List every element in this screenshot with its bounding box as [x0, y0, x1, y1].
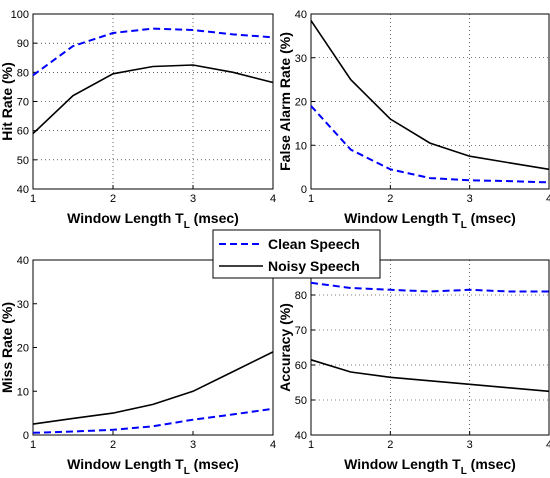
y-tick-label: 30 [17, 299, 29, 311]
x-tick-label: 4 [270, 193, 276, 205]
x-tick-label: 4 [546, 439, 550, 451]
y-tick-label: 40 [17, 184, 29, 196]
y-tick-label: 90 [17, 38, 29, 50]
y-tick-label: 20 [295, 97, 307, 109]
x-tick-label: 3 [190, 193, 196, 205]
plot-frame [32, 259, 274, 436]
y-tick-label: 70 [17, 97, 29, 109]
y-tick-label: 0 [301, 184, 307, 196]
y-tick-label: 30 [295, 53, 307, 65]
y-tick-label: 40 [295, 430, 307, 442]
y-tick-label: 50 [295, 395, 307, 407]
x-tick-label: 4 [270, 439, 276, 451]
x-tick-label: 3 [467, 439, 473, 451]
x-axis-label: Window Length TL (msec) [344, 210, 516, 231]
x-axis-label: Window Length TL (msec) [67, 210, 239, 231]
y-tick-label: 50 [17, 155, 29, 167]
x-tick-label: 2 [387, 193, 393, 205]
legend-label-noisy: Noisy Speech [268, 258, 360, 274]
x-tick-label: 2 [110, 439, 116, 451]
x-tick-label: 3 [190, 439, 196, 451]
y-tick-label: 80 [295, 290, 307, 302]
legend: Clean Speech Noisy Speech [212, 229, 381, 279]
y-tick-label: 70 [295, 325, 307, 337]
x-tick-label: 2 [110, 193, 116, 205]
x-tick-label: 2 [387, 439, 393, 451]
y-tick-label: 10 [295, 140, 307, 152]
x-axis-label: Window Length TL (msec) [67, 456, 239, 477]
y-tick-label: 80 [17, 67, 29, 79]
y-tick-label: 0 [23, 430, 29, 442]
y-tick-label: 40 [295, 9, 307, 21]
y-tick-label: 20 [17, 343, 29, 355]
plot-frame [310, 13, 550, 190]
x-axis-label: Window Length TL (msec) [344, 456, 516, 477]
x-tick-label: 1 [30, 193, 36, 205]
y-axis-label: Hit Rate (%) [0, 62, 15, 141]
y-axis-label: Accuracy (%) [277, 303, 293, 392]
y-axis-label: False Alarm Rate (%) [277, 32, 293, 171]
y-tick-label: 40 [17, 255, 29, 267]
legend-label-clean: Clean Speech [268, 236, 360, 252]
x-tick-label: 4 [546, 193, 550, 205]
x-tick-label: 3 [467, 193, 473, 205]
x-tick-label: 1 [308, 193, 314, 205]
y-tick-label: 100 [11, 9, 29, 21]
subplot-1: 1 2 3 4 40 50 60 70 80 90 100 Window Length TL (mse… [0, 9, 276, 231]
y-axis-label: Miss Rate (%) [0, 302, 15, 393]
x-tick-label: 1 [308, 439, 314, 451]
x-tick-label: 1 [30, 439, 36, 451]
y-tick-label: 10 [17, 386, 29, 398]
plot-frame [310, 259, 550, 436]
y-tick-label: 60 [295, 360, 307, 372]
legend-box [212, 229, 381, 279]
y-tick-label: 60 [17, 126, 29, 138]
subplot-4: 1234405060708090Window Length TL (msec)A… [277, 255, 550, 477]
